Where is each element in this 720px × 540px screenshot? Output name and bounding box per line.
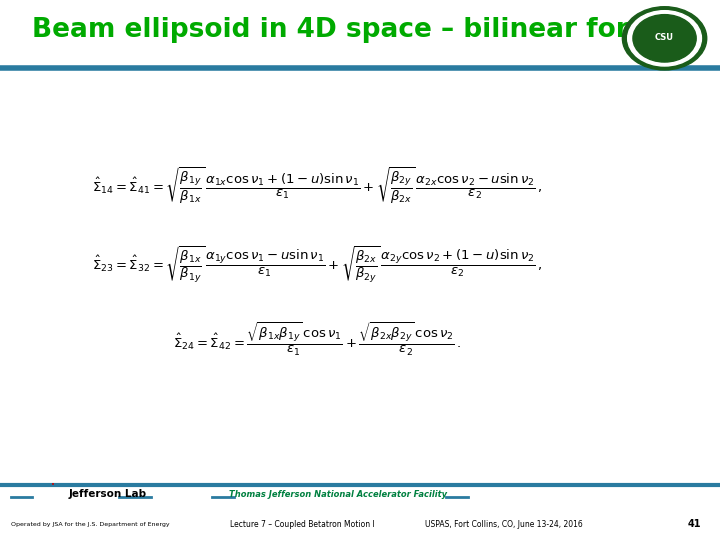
Text: $\hat{\Sigma}_{23} = \hat{\Sigma}_{32} = \sqrt{\dfrac{\beta_{1x}}{\beta_{1y}}}\,: $\hat{\Sigma}_{23} = \hat{\Sigma}_{32} =… bbox=[91, 245, 542, 285]
Text: •: • bbox=[50, 482, 55, 488]
Text: Lecture 7 – Coupled Betatron Motion I: Lecture 7 – Coupled Betatron Motion I bbox=[230, 520, 375, 529]
Text: USPAS, Fort Collins, CO, June 13-24, 2016: USPAS, Fort Collins, CO, June 13-24, 201… bbox=[425, 520, 583, 529]
Text: CSU: CSU bbox=[655, 32, 674, 42]
Circle shape bbox=[622, 6, 707, 70]
Text: $\hat{\Sigma}_{14} = \hat{\Sigma}_{41} = \sqrt{\dfrac{\beta_{1y}}{\beta_{1x}}}\,: $\hat{\Sigma}_{14} = \hat{\Sigma}_{41} =… bbox=[91, 165, 542, 206]
Text: 41: 41 bbox=[688, 519, 701, 529]
Text: Thomas Jefferson National Accelerator Facility: Thomas Jefferson National Accelerator Fa… bbox=[230, 490, 447, 499]
Text: $\hat{\Sigma}_{24} = \hat{\Sigma}_{42} = \dfrac{\sqrt{\beta_{1x}\beta_{1y}}\,\co: $\hat{\Sigma}_{24} = \hat{\Sigma}_{42} =… bbox=[173, 321, 461, 358]
Circle shape bbox=[633, 15, 696, 62]
Circle shape bbox=[628, 11, 701, 66]
Text: Jefferson Lab: Jefferson Lab bbox=[68, 489, 147, 500]
Text: Beam ellipsoid in 4D space – bilinear form: Beam ellipsoid in 4D space – bilinear fo… bbox=[32, 17, 657, 43]
Text: Operated by JSA for the J.S. Department of Energy: Operated by JSA for the J.S. Department … bbox=[11, 522, 169, 527]
